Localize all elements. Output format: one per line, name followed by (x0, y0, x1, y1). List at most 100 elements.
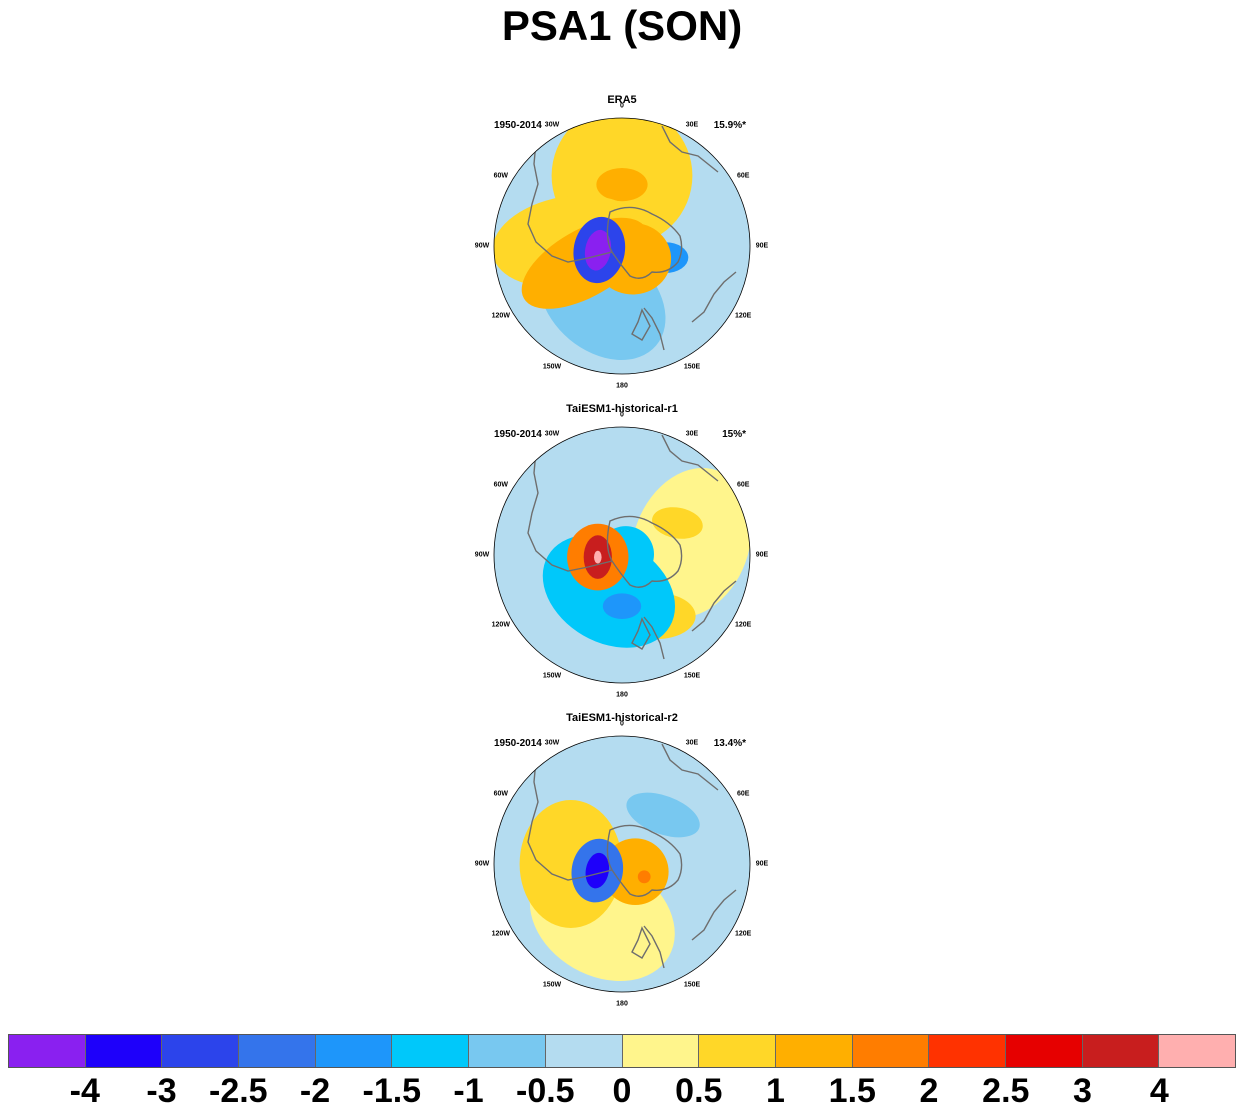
colorbar-swatch (85, 1035, 163, 1067)
longitude-label: 120W (491, 930, 510, 938)
anomaly-contour (602, 593, 642, 619)
colorbar-swatch (775, 1035, 853, 1067)
longitude-label: 60W (493, 790, 508, 798)
longitude-label: 90E (755, 242, 769, 250)
colorbar-tick-label: -1.5 (362, 1072, 422, 1110)
panel-taiesm1-r2: TaiESM1-historical-r2 1950-2014 13.4%* 0… (470, 712, 774, 1012)
coastline (691, 271, 737, 323)
colorbar-tick-label: 0.5 (675, 1072, 723, 1110)
colorbar-swatch (315, 1035, 393, 1067)
map-border (493, 426, 751, 684)
anomaly-contour (594, 550, 602, 564)
longitude-label: 180 (616, 382, 628, 390)
anomaly-contour (584, 229, 612, 271)
longitude-label: 90E (755, 860, 769, 868)
coastline (631, 926, 651, 959)
colorbar-tick-label: -1 (453, 1072, 484, 1110)
colorbar-tick-label: -3 (146, 1072, 177, 1110)
coastline (661, 125, 719, 173)
longitude-label: 60W (493, 481, 508, 489)
longitude-label: 120W (491, 621, 510, 629)
longitude-label: 30E (685, 430, 699, 438)
map-border (493, 117, 751, 375)
colorbar-tick-label: 2 (919, 1072, 939, 1110)
coastline (661, 743, 719, 791)
coastline (643, 616, 665, 660)
longitude-label: 180 (616, 1000, 628, 1008)
longitude-label: 0 (620, 102, 624, 110)
panel-period: 1950-2014 (494, 120, 542, 131)
longitude-label: 120E (735, 621, 752, 629)
anomaly-contour (585, 852, 610, 889)
coastline (643, 925, 665, 969)
polar-map (493, 735, 751, 993)
longitude-label: 90E (755, 551, 769, 559)
colorbar-swatch (1082, 1035, 1160, 1067)
longitude-label: 0 (620, 411, 624, 419)
coastline (691, 580, 737, 632)
colorbar-tick-label: -2 (299, 1072, 331, 1110)
figure-title: PSA1 (SON) (501, 2, 743, 49)
colorbar-tick-label: -2.5 (209, 1072, 268, 1110)
polar-map (493, 117, 751, 375)
panel-title: TaiESM1-historical-r1 (566, 403, 678, 415)
longitude-label: 30W (544, 739, 560, 747)
longitude-label: 120E (735, 312, 752, 320)
longitude-label: 120E (735, 930, 752, 938)
coastline (606, 206, 683, 279)
longitude-label: 60E (736, 172, 750, 180)
longitude-label: 150W (542, 672, 562, 680)
longitude-label: 90W (474, 551, 490, 559)
colorbar-swatch (162, 1035, 240, 1067)
colorbar-swatch (392, 1035, 470, 1067)
coastline (606, 824, 683, 897)
longitude-label: 150E (683, 363, 701, 371)
longitude-label: 60E (736, 481, 750, 489)
colorbar-tick-label: -4 (69, 1072, 100, 1110)
coastline (631, 308, 651, 341)
longitude-label: 90W (474, 242, 490, 250)
panel-variance: 13.4%* (713, 738, 746, 749)
map-border (493, 735, 751, 993)
panel-title: ERA5 (607, 94, 637, 106)
polar-map (493, 426, 751, 684)
colorbar-swatch (699, 1035, 776, 1067)
coastline (527, 141, 613, 263)
coastline (661, 434, 719, 482)
colorbar-tick-label: 1 (766, 1072, 785, 1110)
anomaly-contour (637, 870, 651, 884)
colorbar-swatch (1159, 1035, 1235, 1067)
panel-period: 1950-2014 (494, 738, 542, 749)
longitude-label: 0 (620, 720, 624, 728)
longitude-label: 150E (683, 981, 701, 989)
panel-period: 1950-2014 (494, 429, 542, 440)
longitude-label: 30E (685, 121, 699, 129)
colorbar (8, 1034, 1236, 1068)
coastline (631, 617, 651, 650)
longitude-label: 30E (685, 739, 699, 747)
panel-title: TaiESM1-historical-r2 (566, 712, 678, 724)
panel-era5: ERA5 1950-2014 15.9%* 0 30E 60E 90E 120E 150E… (470, 94, 774, 394)
colorbar-swatch (9, 1035, 86, 1067)
colorbar-swatch (622, 1035, 700, 1067)
longitude-label: 90W (474, 860, 490, 868)
longitude-label: 60W (493, 172, 508, 180)
panel-taiesm1-r1: TaiESM1-historical-r1 1950-2014 15%* 0 30… (470, 403, 774, 703)
anomaly-contour (596, 168, 648, 202)
colorbar-tick-label: 1.5 (828, 1072, 876, 1110)
colorbar-swatch (545, 1035, 623, 1067)
colorbar-swatch (852, 1035, 930, 1067)
longitude-label: 150W (542, 981, 562, 989)
colorbar-tick-label: 2.5 (982, 1072, 1030, 1110)
longitude-label: 60E (736, 790, 750, 798)
longitude-label: 150W (542, 363, 562, 371)
colorbar-tick-label: 3 (1073, 1072, 1092, 1110)
colorbar-tick-label: -0.5 (516, 1072, 575, 1110)
anomaly-contour (626, 792, 700, 838)
colorbar-swatch (1005, 1035, 1083, 1067)
colorbar-tick-label: 0 (612, 1072, 632, 1110)
longitude-label: 180 (616, 691, 628, 699)
longitude-label: 30W (544, 430, 560, 438)
panel-variance: 15.9%* (713, 120, 746, 131)
coastline (527, 450, 613, 572)
